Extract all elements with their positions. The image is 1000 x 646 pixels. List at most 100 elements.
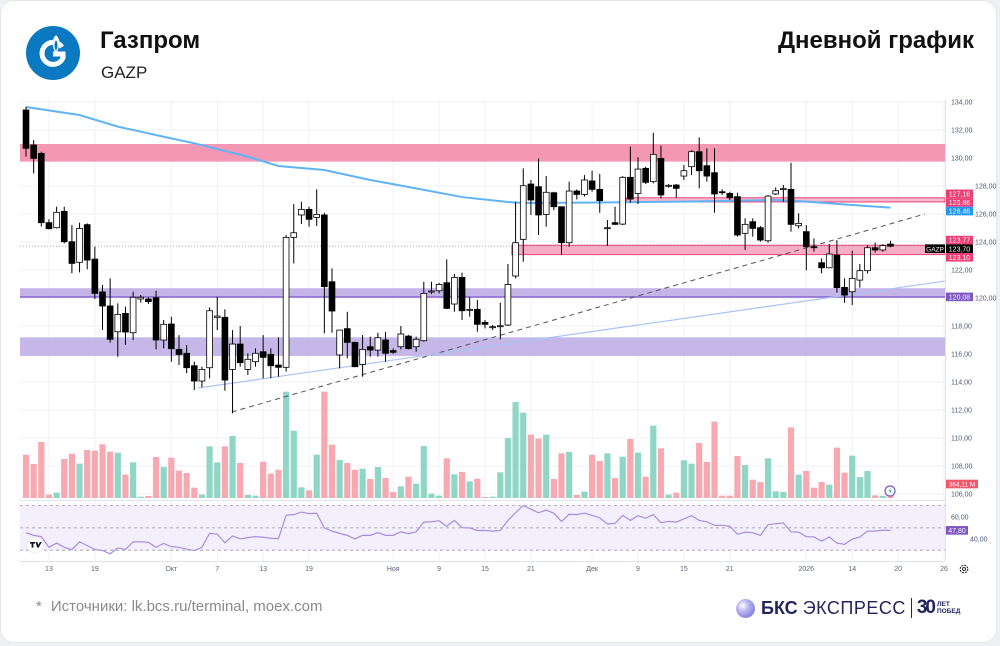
candle[interactable] [160, 319, 168, 349]
candle[interactable] [405, 335, 412, 350]
candle[interactable] [810, 238, 818, 252]
candle[interactable] [711, 148, 718, 213]
candle[interactable] [30, 140, 37, 174]
candle[interactable] [466, 297, 473, 317]
settings-gear-icon[interactable] [959, 564, 969, 574]
candle[interactable] [428, 281, 435, 295]
candle[interactable] [864, 245, 871, 274]
candle[interactable] [213, 296, 221, 331]
candle[interactable] [489, 325, 496, 331]
support-trendline[interactable] [198, 280, 945, 389]
candle[interactable] [114, 303, 122, 357]
candle[interactable] [818, 258, 825, 274]
candle[interactable] [672, 184, 680, 198]
candle[interactable] [206, 307, 213, 379]
candle[interactable] [99, 284, 106, 331]
candle[interactable] [619, 176, 626, 226]
candle[interactable] [321, 212, 328, 334]
candle[interactable] [734, 192, 741, 237]
candle[interactable] [45, 219, 53, 230]
candle[interactable] [313, 189, 320, 227]
zone-rect[interactable] [20, 337, 945, 356]
candle[interactable] [145, 297, 152, 305]
candle[interactable] [757, 226, 764, 242]
candle[interactable] [435, 282, 443, 294]
candle[interactable] [542, 176, 550, 227]
candle[interactable] [780, 185, 787, 202]
candle[interactable] [703, 148, 711, 182]
candle[interactable] [382, 331, 389, 362]
candle[interactable] [275, 337, 282, 377]
candle[interactable] [879, 244, 887, 252]
candle[interactable] [504, 263, 512, 326]
candle[interactable] [129, 291, 137, 340]
candle[interactable] [512, 201, 519, 279]
candle[interactable] [496, 302, 504, 340]
candle[interactable] [91, 246, 99, 299]
candle[interactable] [535, 158, 542, 235]
candle[interactable] [611, 206, 619, 226]
candle[interactable] [106, 278, 114, 343]
candle[interactable] [351, 341, 359, 368]
candle[interactable] [833, 240, 841, 293]
candle[interactable] [573, 189, 581, 200]
candle[interactable] [22, 106, 30, 157]
candle[interactable] [122, 306, 129, 346]
candle[interactable] [680, 165, 688, 180]
candle[interactable] [642, 166, 649, 185]
candle[interactable] [236, 326, 244, 367]
candle[interactable] [650, 132, 657, 184]
candle[interactable] [718, 189, 726, 195]
candle[interactable] [267, 348, 275, 379]
candle[interactable] [803, 225, 810, 271]
candle[interactable] [458, 272, 466, 320]
candle[interactable] [741, 218, 749, 250]
candle[interactable] [244, 353, 252, 375]
candle[interactable] [726, 191, 734, 200]
candle[interactable] [60, 206, 68, 244]
candle[interactable] [688, 150, 695, 176]
candle[interactable] [550, 191, 558, 211]
candle[interactable] [359, 335, 366, 377]
candle[interactable] [412, 336, 420, 352]
candle[interactable] [336, 329, 343, 369]
candle[interactable] [481, 319, 489, 329]
candle[interactable] [772, 187, 779, 195]
candle[interactable] [764, 194, 772, 243]
candle[interactable] [695, 137, 703, 189]
candle[interactable] [795, 213, 802, 229]
candle[interactable] [749, 218, 757, 237]
candle[interactable] [420, 281, 428, 342]
candle[interactable] [558, 206, 565, 256]
candle[interactable] [252, 348, 259, 367]
candle[interactable] [183, 345, 190, 374]
candle[interactable] [596, 173, 604, 213]
candle[interactable] [152, 290, 160, 350]
candle[interactable] [343, 311, 351, 359]
candle[interactable] [290, 204, 298, 264]
zone-rect[interactable] [20, 144, 945, 162]
candle[interactable] [366, 336, 374, 357]
candle[interactable] [282, 235, 290, 372]
candle[interactable] [68, 225, 76, 274]
candle[interactable] [474, 299, 481, 332]
candle[interactable] [221, 309, 229, 391]
candle[interactable] [76, 222, 83, 273]
candle[interactable] [38, 151, 45, 227]
candle[interactable] [887, 240, 894, 248]
candle[interactable] [527, 179, 535, 215]
candle[interactable] [443, 259, 451, 310]
candle[interactable] [298, 201, 305, 225]
candle[interactable] [229, 330, 236, 414]
zone-rect[interactable] [20, 288, 945, 298]
candle[interactable] [627, 146, 634, 203]
candle[interactable] [871, 242, 879, 253]
candle[interactable] [198, 366, 206, 388]
candle[interactable] [451, 274, 458, 312]
candle[interactable] [565, 181, 573, 247]
candle[interactable] [305, 206, 313, 227]
candle[interactable] [665, 184, 672, 188]
gear-inner[interactable] [962, 567, 966, 571]
candle[interactable] [634, 157, 642, 205]
